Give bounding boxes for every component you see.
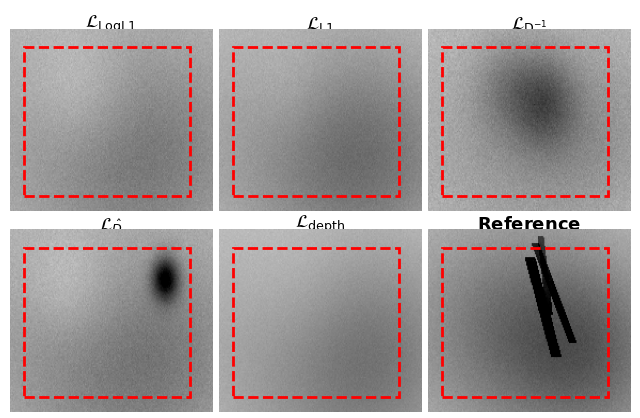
Bar — [233, 247, 399, 397]
Bar — [233, 47, 399, 196]
Text: $\mathcal{L}_{\mathrm{depth}}$: $\mathcal{L}_{\mathrm{depth}}$ — [295, 214, 345, 236]
Text: $\mathcal{L}_{\mathrm{LogL1}}$: $\mathcal{L}_{\mathrm{LogL1}}$ — [85, 13, 136, 36]
Text: $\mathcal{L}_{\hat{D}}$: $\mathcal{L}_{\hat{D}}$ — [99, 216, 123, 234]
Text: $\mathbf{Reference}$: $\mathbf{Reference}$ — [477, 216, 581, 234]
Text: $\mathcal{L}_{\mathrm{L1}}$: $\mathcal{L}_{\mathrm{L1}}$ — [306, 15, 334, 34]
Text: $\mathcal{L}_{\mathrm{D}^{-1}}$: $\mathcal{L}_{\mathrm{D}^{-1}}$ — [511, 15, 547, 34]
Bar — [442, 47, 608, 196]
Bar — [24, 47, 190, 196]
Bar — [442, 247, 608, 397]
Bar — [24, 247, 190, 397]
